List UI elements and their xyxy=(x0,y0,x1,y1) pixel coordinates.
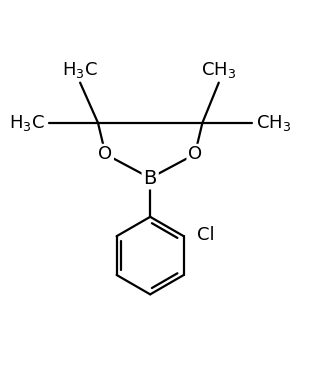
Text: B: B xyxy=(143,169,157,188)
Text: $\mathregular{CH_3}$: $\mathregular{CH_3}$ xyxy=(256,113,291,133)
Text: O: O xyxy=(188,145,202,163)
Text: O: O xyxy=(98,145,112,163)
Text: $\mathregular{H_3C}$: $\mathregular{H_3C}$ xyxy=(62,60,98,80)
Text: $\mathregular{H_3C}$: $\mathregular{H_3C}$ xyxy=(8,113,44,133)
Text: Cl: Cl xyxy=(197,226,215,244)
Text: $\mathregular{CH_3}$: $\mathregular{CH_3}$ xyxy=(201,60,236,80)
